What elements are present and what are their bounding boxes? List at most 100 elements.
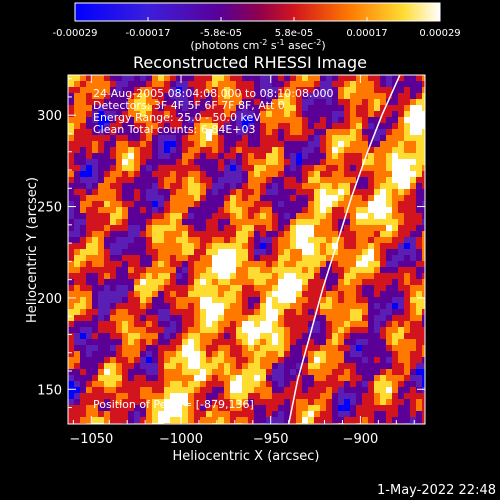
heatmap-cell [80, 327, 87, 334]
x-tick-label: −1050 [69, 432, 113, 447]
heatmap-cell [116, 183, 123, 190]
heatmap-cell [128, 381, 135, 388]
heatmap-cell [314, 393, 321, 400]
heatmap-cell [248, 231, 255, 238]
heatmap-cell [98, 321, 105, 328]
heatmap-cell [374, 237, 381, 244]
heatmap-cell [194, 303, 201, 310]
heatmap-cell [410, 225, 417, 232]
heatmap-cell [266, 225, 273, 232]
heatmap-cell [266, 273, 273, 280]
heatmap-cell [398, 327, 405, 334]
heatmap-cell [350, 255, 357, 262]
heatmap-cell [200, 297, 207, 304]
heatmap-cell [356, 381, 363, 388]
heatmap-cell [410, 249, 417, 256]
heatmap-cell [296, 171, 303, 178]
heatmap-cell [338, 309, 345, 316]
heatmap-cell [80, 189, 87, 196]
heatmap-cell [164, 315, 171, 322]
heatmap-cell [386, 327, 393, 334]
heatmap-cell [386, 315, 393, 322]
heatmap-cell [86, 393, 93, 400]
heatmap-cell [92, 267, 99, 274]
heatmap-cell [260, 279, 267, 286]
heatmap-cell [224, 321, 231, 328]
heatmap-cell [80, 75, 87, 82]
heatmap-cell [110, 153, 117, 160]
heatmap-cell [380, 93, 387, 100]
heatmap-cell [164, 213, 171, 220]
heatmap-cell [380, 375, 387, 382]
heatmap-cell [284, 363, 291, 370]
heatmap-cell [188, 147, 195, 154]
heatmap-cell [404, 369, 411, 376]
heatmap-cell [410, 393, 417, 400]
heatmap-cell [134, 345, 141, 352]
heatmap-cell [134, 255, 141, 262]
x-tick-label: −950 [253, 432, 289, 447]
heatmap-cell [182, 417, 189, 424]
heatmap-cell [284, 393, 291, 400]
heatmap-cell [164, 327, 171, 334]
heatmap-cell [176, 303, 183, 310]
heatmap-cell [392, 249, 399, 256]
heatmap-cell [104, 93, 111, 100]
heatmap-cell [182, 87, 189, 94]
heatmap-cell [224, 297, 231, 304]
heatmap-cell [212, 279, 219, 286]
heatmap-cell [248, 297, 255, 304]
heatmap-cell [284, 345, 291, 352]
heatmap-cell [104, 195, 111, 202]
heatmap-cell [170, 273, 177, 280]
heatmap-cell [74, 375, 81, 382]
heatmap-cell [392, 153, 399, 160]
heatmap-cell [314, 357, 321, 364]
heatmap-cell [68, 177, 75, 184]
heatmap-cell [158, 291, 165, 298]
heatmap-cell [278, 183, 285, 190]
heatmap-cell [212, 159, 219, 166]
heatmap-cell [146, 417, 153, 424]
heatmap-cell [326, 81, 333, 88]
heatmap-cell [104, 333, 111, 340]
heatmap-cell [134, 87, 141, 94]
heatmap-cell [128, 219, 135, 226]
heatmap-cell [368, 207, 375, 214]
heatmap-cell [224, 399, 231, 406]
heatmap-cell [278, 111, 285, 118]
heatmap-cell [164, 207, 171, 214]
heatmap-cell [416, 267, 423, 274]
heatmap-cell [380, 135, 387, 142]
heatmap-cell [296, 399, 303, 406]
heatmap-cell [116, 405, 123, 412]
heatmap-cell [410, 303, 417, 310]
heatmap-cell [404, 291, 411, 298]
heatmap-cell [308, 417, 315, 424]
heatmap-cell [362, 279, 369, 286]
heatmap-cell [344, 333, 351, 340]
heatmap-cell [86, 81, 93, 88]
heatmap-cell [218, 183, 225, 190]
heatmap-cell [350, 309, 357, 316]
heatmap-cell [350, 129, 357, 136]
heatmap-cell [122, 339, 129, 346]
heatmap-cell [368, 399, 375, 406]
heatmap-cell [386, 81, 393, 88]
heatmap-cell [80, 387, 87, 394]
heatmap-cell [254, 165, 261, 172]
heatmap-cell [176, 387, 183, 394]
heatmap-cell [422, 81, 425, 88]
heatmap-cell [422, 255, 425, 262]
heatmap-cell [68, 279, 75, 286]
heatmap-cell [338, 99, 345, 106]
heatmap-cell [164, 225, 171, 232]
heatmap-cell [248, 351, 255, 358]
heatmap-cell [416, 87, 423, 94]
heatmap-cell [392, 147, 399, 154]
heatmap-cell [236, 135, 243, 142]
heatmap-cell [200, 213, 207, 220]
heatmap-cell [194, 153, 201, 160]
heatmap-cell [164, 333, 171, 340]
heatmap-cell [314, 249, 321, 256]
